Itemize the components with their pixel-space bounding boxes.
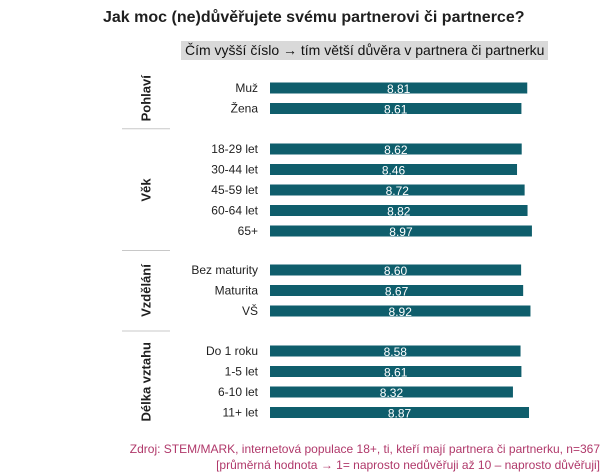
source-note: Zdroj: STEM/MARK, internetová populace 1… — [129, 442, 600, 456]
bar-bez-maturity — [270, 264, 522, 276]
bar-45-59-let — [270, 184, 525, 196]
value-label-45-59-let: 8.72 — [386, 184, 410, 198]
value-label-muz: 8.81 — [387, 82, 411, 96]
value-label-vs: 8.92 — [389, 305, 413, 319]
value-label-do-1-roku: 8.58 — [384, 345, 408, 359]
value-label-6-10-let: 8.32 — [380, 386, 404, 400]
category-label-bez-maturity: Bez maturity — [191, 263, 258, 277]
category-label-muz: Muž — [235, 81, 258, 95]
category-label-1-5-let: 1-5 let — [225, 365, 259, 379]
group-label-delka-vztahu: Délka vztahu — [139, 342, 154, 422]
value-label-30-44-let: 8.46 — [382, 164, 406, 178]
bar-maturita — [270, 285, 524, 296]
bar-30-44-let — [270, 164, 518, 175]
bar-vs — [270, 305, 531, 317]
category-label-60-64-let: 60-64 let — [211, 204, 258, 218]
value-label-65: 8.97 — [389, 225, 413, 239]
category-label-11-let: 11+ let — [223, 406, 259, 420]
category-label-65: 65+ — [238, 224, 258, 238]
bar-65 — [270, 225, 532, 237]
group-label-vek: Věk — [139, 178, 154, 202]
bar-11-let — [270, 407, 530, 418]
chart-title: Jak moc (ne)důvěřujete svému partnerovi … — [103, 9, 525, 26]
category-label-6-10-let: 6-10 let — [218, 385, 259, 399]
category-label-vs: VŠ — [242, 303, 258, 318]
value-label-11-let: 8.87 — [388, 407, 412, 421]
chart-subtitle: Čím vyšší číslo → tím větší důvěra v par… — [181, 41, 549, 60]
scale-note: [průměrná hodnota → 1= naprosto nedůvěřu… — [216, 458, 600, 472]
bar-1-5-let — [270, 366, 522, 377]
value-label-zena: 8.61 — [384, 103, 408, 117]
bar-muz — [270, 82, 528, 94]
bar-60-64-let — [270, 205, 528, 216]
group-label-vzdelani: Vzdělání — [139, 264, 154, 317]
value-label-18-29-let: 8.62 — [384, 143, 408, 157]
value-label-bez-maturity: 8.60 — [384, 264, 408, 278]
footer: Zdroj: STEM/MARK, internetová populace 1… — [130, 441, 600, 473]
bar-do-1-roku — [270, 345, 521, 357]
value-label-1-5-let: 8.61 — [384, 366, 408, 380]
category-label-maturita: Maturita — [215, 284, 259, 298]
category-label-18-29-let: 18-29 let — [211, 142, 258, 156]
category-label-45-59-let: 45-59 let — [211, 183, 258, 197]
category-label-zena: Žena — [231, 101, 259, 116]
bar-6-10-let — [270, 386, 513, 398]
value-label-maturita: 8.67 — [385, 285, 409, 299]
category-label-30-44-let: 30-44 let — [211, 163, 258, 177]
category-label-do-1-roku: Do 1 roku — [206, 344, 258, 358]
value-label-60-64-let: 8.82 — [387, 205, 411, 219]
bar-18-29-let — [270, 143, 522, 155]
bar-zena — [270, 103, 522, 114]
group-label-pohlavi: Pohlaví — [139, 75, 154, 122]
